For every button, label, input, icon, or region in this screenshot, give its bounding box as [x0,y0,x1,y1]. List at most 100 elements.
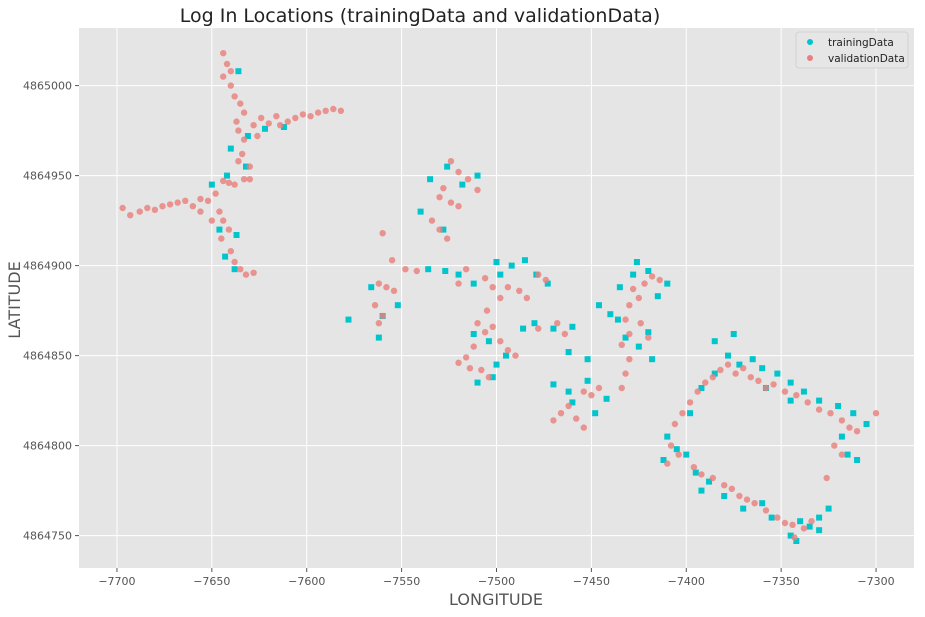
validation-point [127,212,134,219]
x-tick-label: −7700 [98,575,135,588]
training-point [711,370,718,377]
training-point [844,451,851,458]
validation-point [227,248,235,255]
ticks: −7700 −7650 −7600 −7550 −7500 −7450 −7400 −7350… [23,80,895,588]
validation-point [573,415,580,422]
x-tick-label: −7500 [478,575,515,588]
training-point [616,284,623,291]
validation-point [512,352,519,359]
validation-point [709,474,717,482]
validation-point [402,266,409,273]
validation-point [388,257,396,264]
validation-point [455,168,462,176]
validation-point [838,417,846,424]
validation-point [622,370,629,377]
training-point [243,163,249,170]
validation-point [516,287,523,294]
training-point [797,518,804,525]
training-point [493,361,500,368]
validation-point [220,50,227,57]
validation-point [307,113,314,120]
validation-point [580,388,587,395]
y-tick-label: 4864850 [23,350,72,363]
training-point [863,421,870,427]
validation-point [550,417,557,424]
training-point [787,532,794,539]
training-point [603,395,610,402]
training-point [493,259,500,265]
y-tick-label: 4864900 [23,260,72,273]
validation-point [588,392,595,399]
validation-point [791,534,798,541]
training-point [614,316,621,323]
validation-point [225,226,233,233]
training-point [227,145,234,152]
validation-point [618,341,625,348]
training-point [800,388,807,395]
validation-point [231,93,238,100]
validation-point [667,442,675,449]
validation-point [292,114,299,122]
validation-point [220,73,227,80]
training-point [394,302,401,309]
legend-marker [807,55,813,61]
validation-point [565,402,572,410]
validation-point [284,118,291,125]
x-axis-label: LONGITUDE [449,590,543,609]
validation-point [239,150,246,158]
training-point [730,331,737,337]
training-point [444,163,451,170]
training-point [698,385,705,391]
training-point [698,487,705,494]
training-point [261,125,268,132]
training-point [768,514,775,521]
training-point [816,527,823,534]
validation-point [770,381,777,388]
validation-point [580,424,587,431]
validation-point [815,406,823,413]
training-point [550,325,557,332]
validation-point [455,359,462,366]
validation-point [497,294,504,302]
validation-point [240,176,248,183]
validation-point [379,312,386,320]
validation-point [732,370,739,377]
validation-point [853,428,861,435]
validation-point [197,195,204,203]
training-point [233,232,240,238]
training-point [216,226,223,233]
training-point [208,181,215,188]
x-tick-label: −7400 [668,575,705,588]
series-validationData [119,50,880,541]
training-point [474,379,481,386]
validation-point [436,194,443,201]
training-point [607,311,614,318]
validation-point [793,392,800,399]
x-tick-label: −7300 [857,575,894,588]
validation-point [225,179,233,186]
validation-point [220,217,227,224]
validation-point [455,203,462,210]
validation-point [709,374,717,381]
training-point [425,266,432,273]
y-tick-label: 4864800 [23,440,72,453]
validation-point [455,280,462,287]
training-point [633,259,640,265]
validation-point [235,158,242,165]
training-point [838,433,845,440]
legend: trainingData validationData [795,31,909,69]
validation-point [641,280,648,287]
training-point [497,271,504,278]
training-point [787,397,794,404]
validation-point [686,399,694,406]
validation-point [447,199,455,206]
validation-point [622,316,629,323]
validation-point [497,338,504,345]
training-point [835,403,842,409]
validation-point [755,377,762,384]
training-point [368,284,375,291]
grid [79,28,914,568]
validation-point [246,176,253,183]
training-point [470,280,477,287]
